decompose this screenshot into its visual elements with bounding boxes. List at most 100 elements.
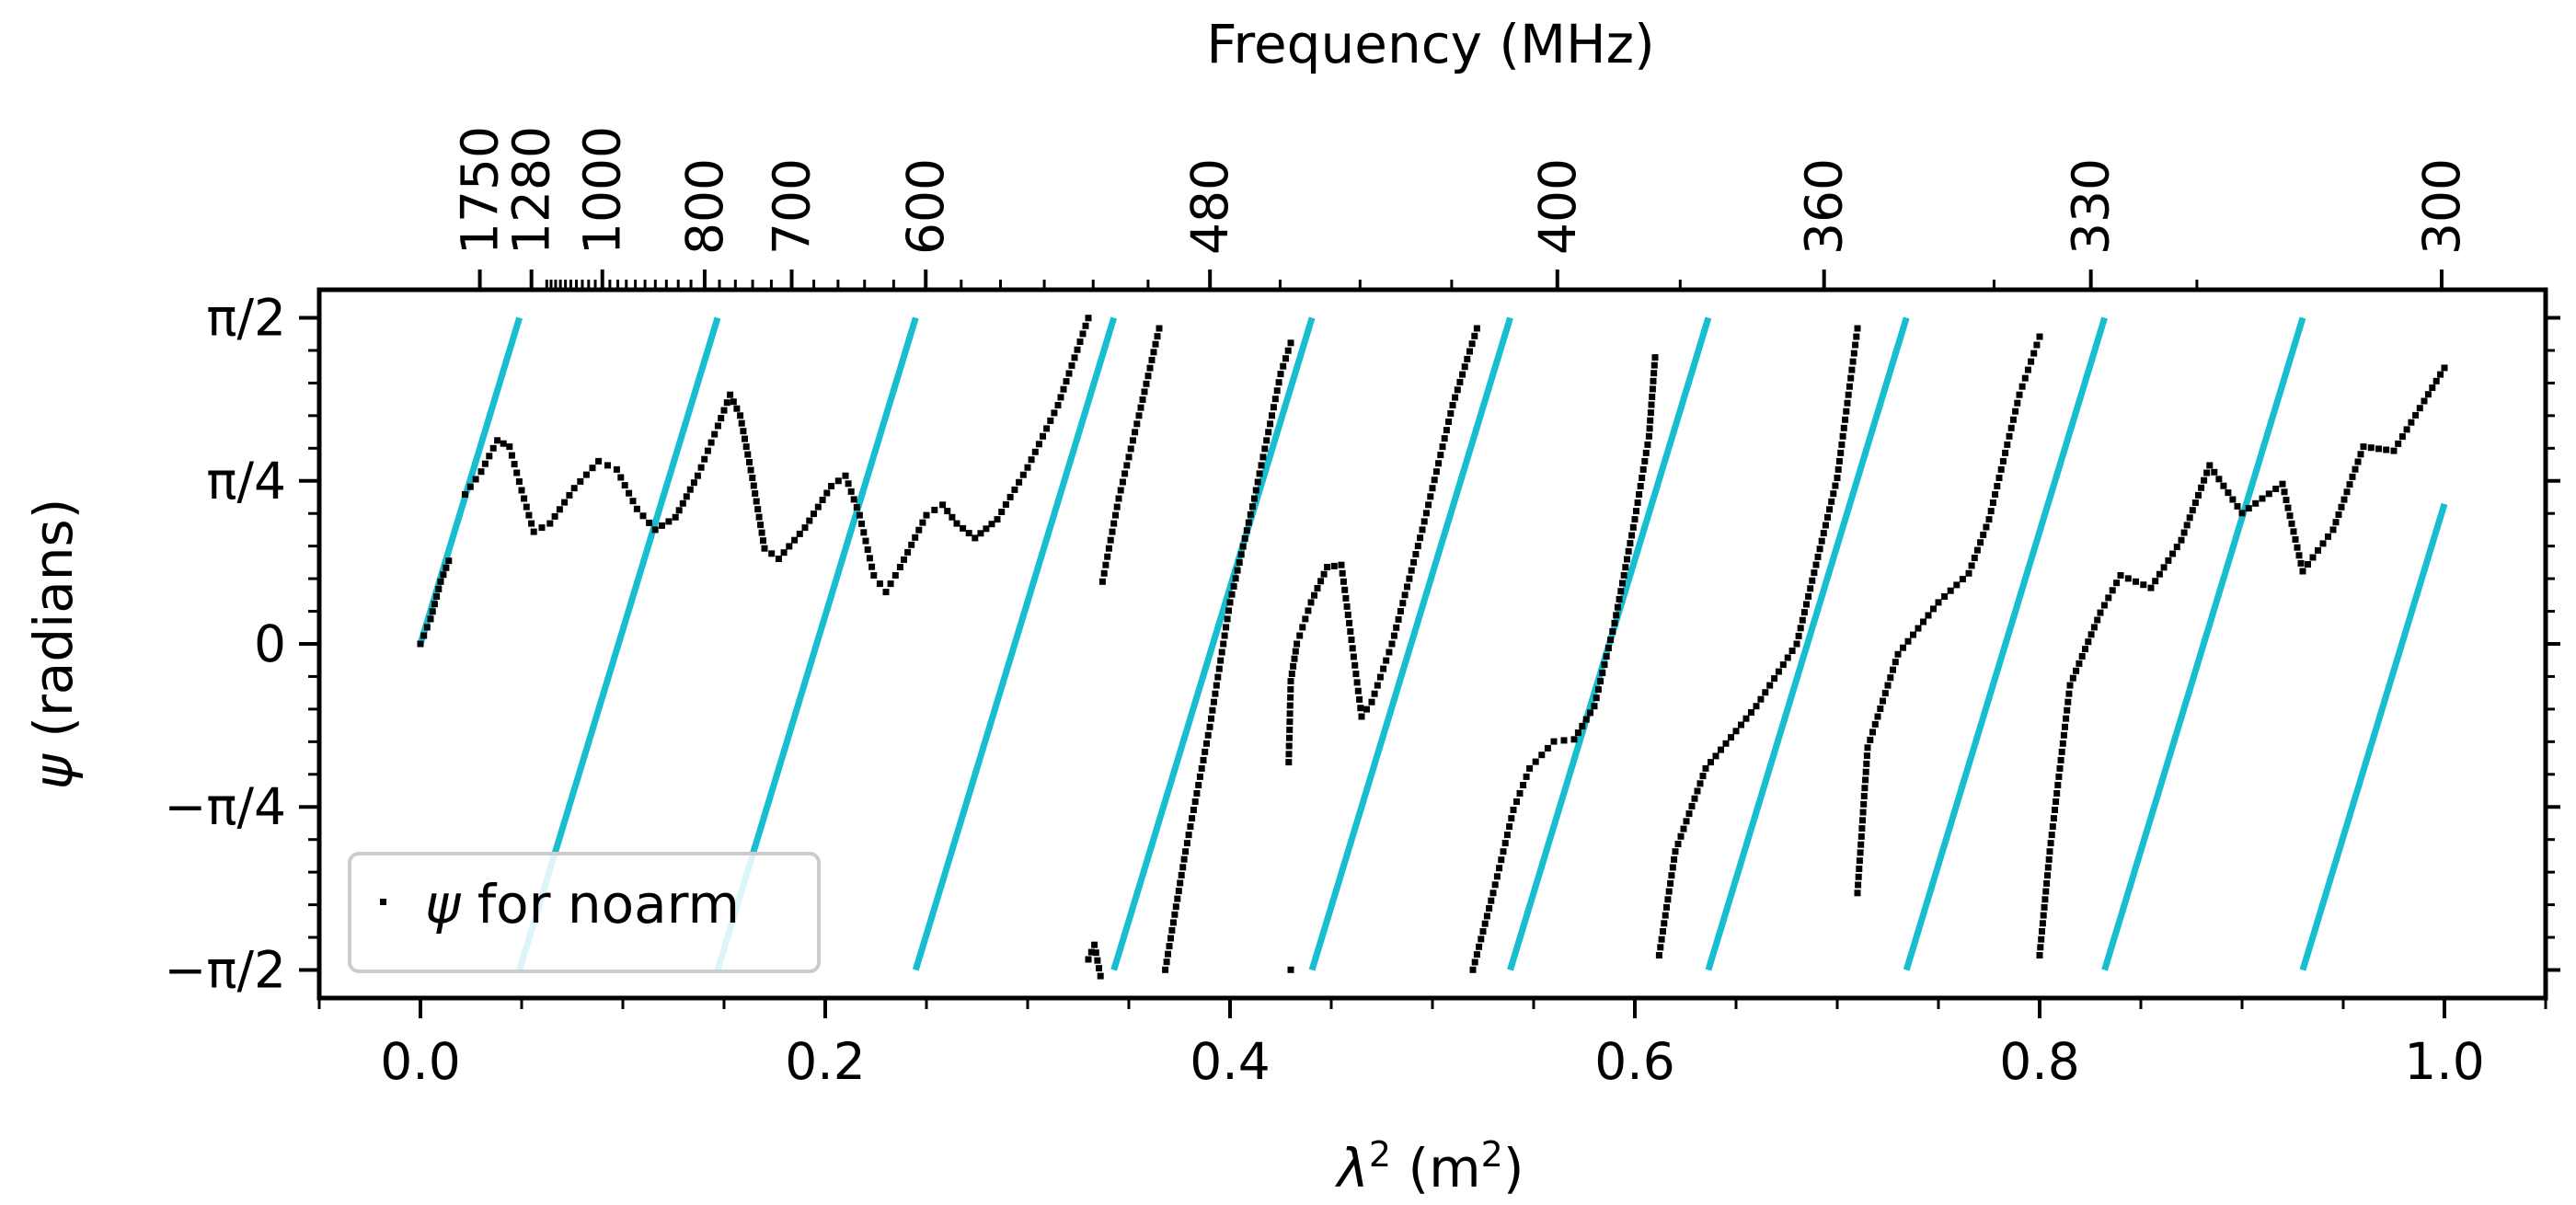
- data-point: [1054, 402, 1062, 408]
- data-point: [738, 419, 745, 427]
- data-point: [440, 571, 447, 579]
- data-point: [1516, 790, 1524, 797]
- data-point: [1935, 599, 1942, 606]
- data-point: [2325, 533, 2331, 540]
- data-point: [720, 407, 728, 414]
- data-point: [1425, 501, 1432, 509]
- data-point: [1166, 943, 1173, 950]
- reference-line: [1110, 316, 1316, 971]
- data-point: [2383, 446, 2390, 453]
- data-point: [1840, 424, 1847, 431]
- data-point: [1799, 616, 1806, 624]
- data-point: [1488, 897, 1495, 904]
- data-point: [1824, 513, 1831, 521]
- data-point: [1179, 864, 1187, 871]
- data-point: [960, 524, 967, 532]
- data-point: [1353, 679, 1361, 686]
- data-point: [1965, 569, 1972, 577]
- data-point: [1650, 377, 1657, 384]
- data-point: [1344, 611, 1351, 618]
- data-point: [1795, 632, 1802, 639]
- data-point: [1324, 564, 1331, 570]
- data-point: [1286, 710, 1294, 717]
- data-point: [1294, 640, 1301, 648]
- data-point: [1483, 912, 1490, 920]
- data-point: [1200, 756, 1207, 763]
- data-point: [2195, 491, 2202, 499]
- data-point: [2169, 550, 2177, 557]
- data-point: [1627, 540, 1634, 547]
- data-point: [1068, 362, 1075, 369]
- x-tick-label: 0.8: [1999, 1032, 2079, 1091]
- data-point: [908, 541, 915, 548]
- data-point: [2288, 520, 2295, 527]
- data-point: [1330, 562, 1338, 569]
- data-point: [2076, 660, 2083, 667]
- data-point: [1261, 445, 1269, 453]
- data-point: [1098, 578, 1106, 585]
- data-point: [1662, 912, 1669, 919]
- data-point: [775, 556, 782, 562]
- data-point: [1117, 487, 1124, 494]
- data-point: [714, 422, 721, 430]
- data-point: [760, 537, 766, 545]
- data-point: [2215, 476, 2223, 483]
- data-point: [1849, 358, 1857, 365]
- data-point: [1243, 527, 1250, 534]
- data-point: [1655, 952, 1662, 958]
- data-point: [1680, 825, 1687, 832]
- data-point: [604, 462, 611, 469]
- data-point: [1209, 706, 1216, 714]
- y-axis-rest: (radians): [22, 499, 85, 755]
- data-point: [1265, 429, 1272, 436]
- data-point: [1857, 832, 1865, 840]
- data-point: [768, 550, 776, 557]
- data-point: [1983, 523, 1990, 531]
- data-point: [1085, 956, 1092, 963]
- data-point: [686, 486, 694, 493]
- data-point: [1258, 462, 1265, 469]
- data-point: [1273, 387, 1281, 395]
- data-point: [1599, 670, 1606, 677]
- data-point: [1855, 881, 1862, 889]
- data-point: [1869, 729, 1876, 736]
- data-point: [2352, 465, 2359, 473]
- data-point: [1647, 409, 1654, 417]
- reference-line: [1507, 316, 1712, 971]
- x-tick-label: 1.0: [2404, 1032, 2484, 1091]
- data-point: [1143, 380, 1150, 387]
- data-point: [1845, 391, 1852, 398]
- data-point: [1614, 603, 1621, 611]
- data-point: [2049, 823, 2056, 831]
- data-point: [1390, 632, 1397, 639]
- data-point: [2203, 469, 2211, 476]
- data-point: [2180, 529, 2188, 536]
- data-point: [2272, 486, 2280, 492]
- y-axis-symbol: ψ: [22, 752, 85, 789]
- data-point: [2046, 848, 2053, 855]
- data-point: [1269, 412, 1275, 419]
- data-point: [1393, 624, 1400, 631]
- data-point: [1419, 526, 1426, 534]
- data-point: [1175, 888, 1182, 895]
- data-point: [1347, 628, 1354, 635]
- data-point: [1650, 370, 1658, 377]
- data-point: [1406, 575, 1413, 582]
- y-tick-label: 0: [254, 614, 286, 673]
- data-point: [723, 399, 730, 407]
- data-point: [1449, 402, 1456, 408]
- data-point: [1024, 464, 1031, 471]
- data-point: [417, 640, 424, 648]
- reference-line: [1308, 316, 1513, 971]
- x-axis-symbol: λ: [1335, 1137, 1369, 1199]
- data-point: [1287, 694, 1294, 701]
- data-point: [1834, 465, 1842, 473]
- data-point: [1380, 665, 1387, 672]
- data-point: [1112, 511, 1119, 519]
- data-point: [511, 461, 518, 468]
- data-point: [1732, 728, 1740, 735]
- data-point: [1830, 490, 1837, 498]
- data-point: [1843, 407, 1850, 415]
- data-point: [1973, 546, 1981, 554]
- data-point: [1491, 881, 1499, 889]
